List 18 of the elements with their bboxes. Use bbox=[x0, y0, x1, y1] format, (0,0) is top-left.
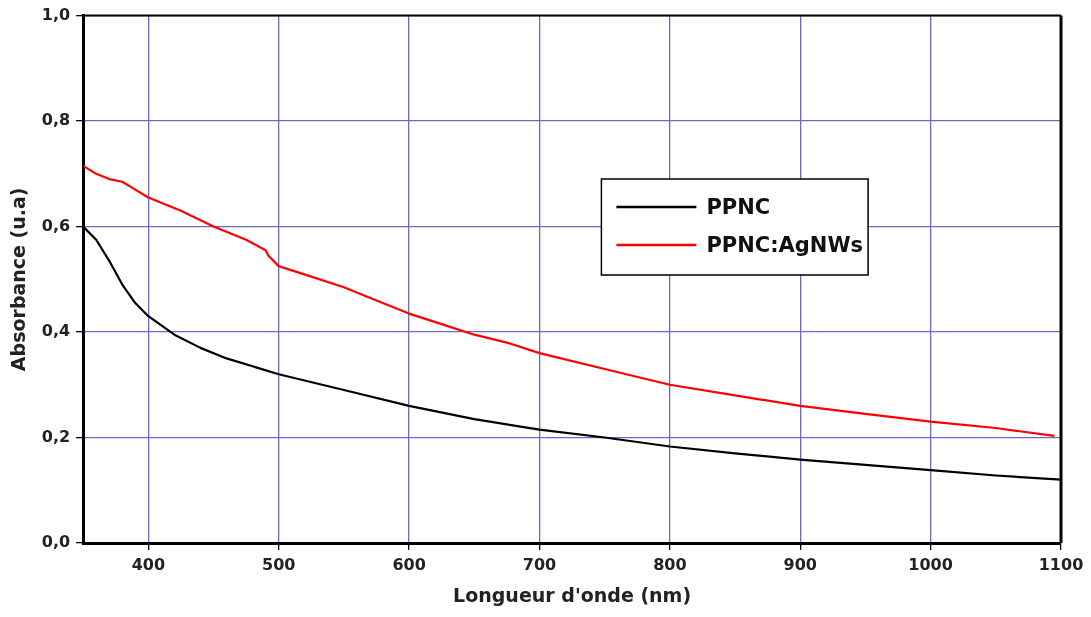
x-tick-label: 600 bbox=[392, 554, 426, 574]
y-tick-label: 0,0 bbox=[41, 532, 71, 552]
x-tick-label: 800 bbox=[653, 554, 687, 574]
x-axis-title: Longueur d'onde (nm) bbox=[453, 583, 692, 606]
legend-label: PPNC bbox=[706, 194, 771, 219]
y-tick-label: 0,2 bbox=[41, 426, 71, 446]
x-tick-label: 1000 bbox=[908, 554, 953, 574]
y-tick-label: 0,6 bbox=[41, 215, 71, 235]
legend-label: PPNC:AgNWs bbox=[706, 232, 864, 257]
x-tick-label: 900 bbox=[783, 554, 817, 574]
x-tick-label: 700 bbox=[522, 554, 557, 574]
y-tick-label: 0,8 bbox=[41, 110, 71, 130]
y-tick-label: 1,0 bbox=[41, 4, 71, 24]
y-axis-title: Absorbance (u.a) bbox=[7, 187, 30, 372]
x-tick-label: 500 bbox=[262, 554, 296, 574]
x-tick-label: 400 bbox=[131, 554, 166, 574]
y-tick-label: 0,4 bbox=[41, 321, 71, 341]
x-tick-label: 1100 bbox=[1038, 554, 1084, 574]
